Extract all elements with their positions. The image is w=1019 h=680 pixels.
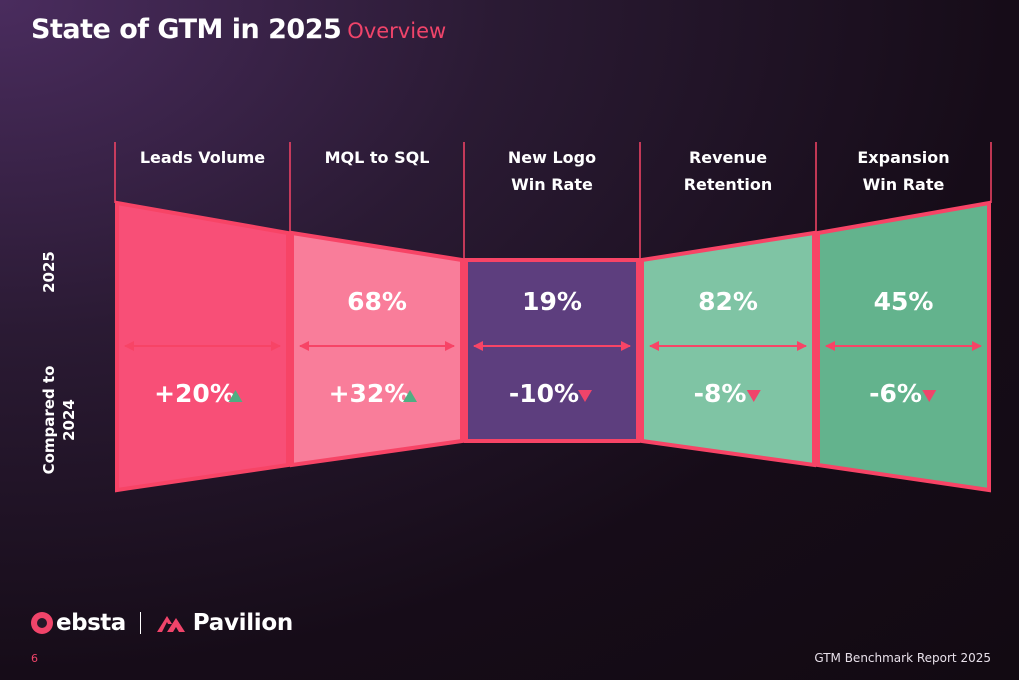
gtm-overview-chart: Leads Volume +20% MQL to SQL 68% +32% New Log… [40, 142, 992, 493]
value-2025: 82% [698, 287, 758, 316]
column-header-label: Leads Volume [140, 148, 265, 167]
change-vs-2024: -10% [509, 379, 579, 408]
up-triangle-icon [228, 390, 243, 402]
change-vs-2024: -8% [694, 379, 747, 408]
change-vs-2024: +20% [154, 379, 235, 408]
chart-cell [290, 230, 464, 468]
change-vs-2024: +32% [329, 379, 410, 408]
column-header-label: Revenue [689, 148, 767, 167]
logo-divider [139, 612, 141, 634]
column-header-label: Win Rate [863, 175, 945, 194]
pavilion-logo-text: Pavilion [192, 610, 293, 636]
value-2025: 68% [347, 287, 407, 316]
down-triangle-icon [922, 390, 937, 402]
page-number: 6 [31, 652, 38, 665]
change-vs-2024: -6% [869, 379, 922, 408]
value-2025: 45% [874, 287, 934, 316]
column-header-label: MQL to SQL [325, 148, 430, 167]
column-header-label: New Logo [508, 148, 596, 167]
column-header-label: Retention [684, 175, 773, 194]
up-triangle-icon [403, 390, 417, 402]
page-subtitle: Overview [347, 19, 447, 43]
value-2025: 19% [522, 287, 582, 316]
column-header-label: Expansion [857, 148, 949, 167]
row-label-2025: 2025 [40, 251, 58, 293]
down-triangle-icon [746, 390, 761, 402]
report-name: GTM Benchmark Report 2025 [814, 651, 991, 665]
ebsta-logo-text: ebsta [56, 610, 126, 636]
row-label-compared: 2024 [60, 399, 78, 441]
row-label-compared: Compared to [40, 366, 58, 475]
ebsta-logo-icon [31, 612, 53, 634]
pavilion-logo-icon [156, 616, 185, 632]
column-header-label: Win Rate [511, 175, 593, 194]
down-triangle-icon [578, 390, 592, 402]
footer-logos: ebsta Pavilion [31, 605, 293, 641]
page-title: State of GTM in 2025 Overview [31, 14, 446, 45]
title-text: State of GTM in 2025 [31, 14, 342, 45]
chart-cell [640, 230, 816, 468]
